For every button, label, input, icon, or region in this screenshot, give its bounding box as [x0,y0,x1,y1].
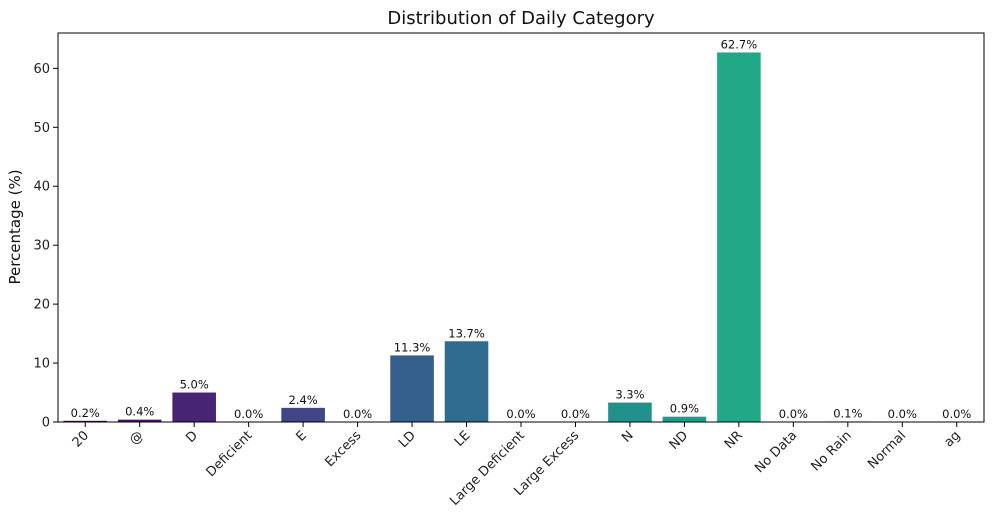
bar-value-label: 5.0% [180,378,209,392]
bar-value-label: 0.9% [670,402,699,416]
bar-value-label: 0.0% [506,407,535,421]
y-tick-label: 60 [33,62,50,77]
bar [63,420,108,422]
x-tick-label: ND [667,428,692,453]
bar-value-label: 0.0% [888,407,917,421]
plot-area-frame [57,32,985,423]
bar [662,416,707,422]
chart-title: Distribution of Daily Category [387,8,655,29]
x-tick-label: E [294,428,310,444]
x-tick-label: @ [127,428,147,448]
bar-value-label: 0.0% [779,407,808,421]
bar-value-label: 0.0% [234,407,263,421]
y-tick-label: 40 [33,180,50,195]
bar-value-label: 0.1% [833,406,862,420]
x-tick-label: Normal [865,428,909,472]
y-tick-label: 10 [33,357,50,372]
bar-value-label: 0.0% [942,407,971,421]
x-tick-label: No Rain [808,428,854,474]
bar-value-label: 62.7% [721,37,758,51]
y-tick-label: 0 [42,416,50,431]
bar-value-label: 13.7% [448,326,485,340]
y-tick-label: 30 [33,239,50,254]
bar [390,355,434,422]
bar [117,419,162,422]
x-tick-label: NR [722,428,746,452]
bar [608,402,652,422]
x-tick-label: Excess [322,428,364,470]
bar-value-label: 0.2% [71,406,100,420]
bar [717,52,761,422]
bar [281,407,325,422]
x-tick-label: N [619,428,636,445]
x-tick-label: D [183,428,201,446]
bar-value-label: 0.4% [125,405,154,419]
x-tick-label: LE [452,428,474,450]
bar [172,392,216,422]
y-tick-label: 50 [33,121,50,136]
bar-value-label: 0.0% [343,407,372,421]
bar-value-label: 0.0% [561,407,590,421]
y-axis-label: Percentage (%) [6,169,24,284]
y-tick-label: 20 [33,298,50,313]
x-tick-label: No Data [752,428,800,476]
x-tick-label: Deficient [204,428,256,480]
x-tick-label: ag [942,428,964,450]
x-tick-label: LD [396,428,419,451]
bar-value-label: 3.3% [615,388,644,402]
x-tick-label: 20 [70,428,92,450]
bar-value-label: 2.4% [289,393,318,407]
bar-value-label: 11.3% [394,340,431,354]
bar [444,341,489,422]
